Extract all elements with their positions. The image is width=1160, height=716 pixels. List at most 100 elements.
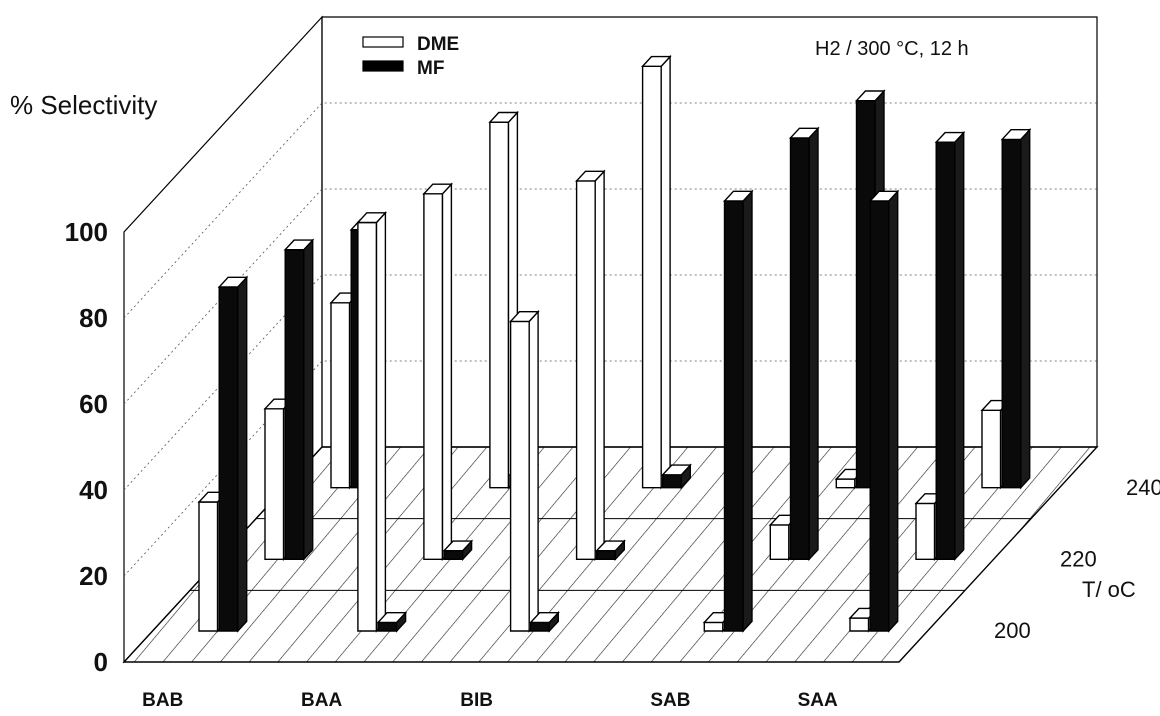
bar-mf-bib-220-front [596, 550, 616, 560]
bar-dme-bib-220-front [575, 180, 596, 560]
y-tick-label: 40 [79, 475, 108, 505]
legend-swatch-mf [362, 60, 404, 72]
bar-dme-bib-240-side [660, 54, 671, 490]
category-label: SAA [798, 690, 838, 711]
bar-mf-saa-220 [934, 130, 966, 562]
bar-mf-saa-240-side [1020, 127, 1031, 490]
bar-dme-baa-200-front [357, 221, 378, 632]
bar-mf-bib-240-front [662, 474, 682, 489]
bar-mf-sab-200-side [742, 189, 753, 633]
bar-mf-bib-220-top [595, 540, 626, 552]
bar-mf-sab-220-top [788, 127, 820, 139]
bar-dme-bib-240-front [641, 65, 662, 489]
bar-mf-bab-220 [283, 238, 315, 562]
bar-mf-baa-200-top [376, 612, 408, 624]
bar-mf-saa-220-front [935, 141, 956, 560]
bar-mf-saa-240 [1000, 127, 1032, 490]
bar-mf-saa-200-front [869, 200, 890, 632]
y-tick-label: 100 [65, 217, 108, 247]
bar-dme-bib-240 [641, 54, 672, 490]
temperature-tick-label: 200 [994, 618, 1031, 643]
bar-mf-bab-220-front [284, 248, 305, 560]
bar-mf-saa-200 [868, 189, 900, 633]
bar-mf-sab-200-top [722, 190, 754, 202]
bar-dme-baa-220-top [422, 183, 454, 195]
bar-mf-baa-220-front [443, 550, 464, 560]
condition-annotation: H2 / 300 °C, 12 h [815, 38, 969, 60]
bar-dme-bab-220-front [264, 408, 285, 560]
bar-mf-baa-200-front [377, 621, 398, 632]
temperature-tick-label: 240 [1126, 475, 1160, 500]
bar-mf-baa-220 [442, 539, 474, 562]
bar-dme-bib-200-top [509, 311, 540, 323]
bar-dme-bib-220-side [594, 169, 605, 562]
legend-label-mf: MF [417, 58, 444, 79]
bar-dme-bab-200-front [198, 501, 219, 632]
temperature-axis-label: T/ oC [1082, 577, 1136, 602]
bar-dme-bab-240-front [330, 302, 351, 489]
y-tick-label: 80 [79, 303, 108, 333]
bar-mf-bib-200-front [530, 621, 550, 632]
y-tick-label: 60 [79, 389, 108, 419]
bar-mf-bab-220-side [303, 238, 314, 562]
legend-label-dme: DME [417, 34, 459, 55]
bar-dme-baa-220-side [441, 182, 453, 562]
bar-mf-sab-200 [722, 189, 754, 633]
bar-mf-sab-220-front [789, 137, 810, 560]
bar-mf-saa-220-side [954, 130, 965, 562]
bar-dme-sab-200-front [703, 621, 724, 632]
bar-mf-saa-240-top [1000, 128, 1032, 141]
bar-dme-baa-220 [422, 182, 454, 562]
bar-mf-saa-200-top [868, 190, 900, 202]
bars-layer [197, 54, 1032, 633]
bar-mf-sab-240-top [854, 90, 886, 102]
bar-dme-saa-240-front [981, 409, 1002, 489]
temperature-tick-label: 220 [1060, 547, 1097, 572]
bar-mf-bab-200-top [217, 276, 249, 288]
bar-dme-baa-240-top [488, 111, 519, 123]
bar-dme-bib-220 [574, 169, 606, 562]
walls-layer [123, 15, 1098, 664]
category-label: BAB [142, 690, 183, 711]
bar-dme-bib-200-side [528, 309, 539, 633]
bar-dme-baa-200-side [375, 211, 387, 633]
y-axis-label: % Selectivity [10, 90, 157, 120]
bar-dme-bib-200-front [509, 320, 530, 632]
bar-dme-baa-200-top [356, 212, 387, 224]
bar-mf-bib-220 [595, 539, 626, 562]
bar-mf-bib-200-top [529, 612, 560, 624]
bar-mf-baa-220-top [442, 540, 474, 552]
y-tick-label: 0 [94, 647, 108, 677]
category-label: BAA [301, 690, 342, 711]
left-wall [123, 15, 323, 664]
bar-dme-baa-220-front [423, 193, 444, 560]
bar-mf-bab-220-top [283, 239, 315, 251]
bar-mf-bib-240-top [661, 464, 692, 476]
bar-dme-baa-200 [356, 211, 387, 633]
bar-mf-saa-220-top [934, 131, 966, 143]
bar-mf-sab-200-front [723, 200, 744, 632]
bar-mf-bib-240 [661, 463, 692, 490]
bar-mf-saa-240-front [1001, 138, 1022, 489]
bar-mf-bab-200 [217, 275, 249, 633]
y-tick-label: 20 [79, 561, 108, 591]
bar-mf-saa-200-side [888, 189, 899, 633]
bar-dme-sab-220-front [769, 524, 790, 560]
bar-dme-saa-200-front [849, 617, 870, 632]
bar-dme-bib-220-top [574, 170, 606, 182]
bar-mf-sab-220-side [808, 126, 819, 562]
bar-dme-bib-240-top [641, 55, 672, 68]
bar-mf-bib-200 [529, 610, 560, 633]
category-label: BIB [460, 690, 493, 711]
bar-mf-bab-200-front [218, 286, 239, 632]
bar-mf-sab-220 [788, 126, 820, 562]
legend: DME MF [362, 34, 459, 79]
bar-dme-sab-240-front [835, 478, 856, 489]
bar-dme-saa-220-front [915, 502, 936, 560]
legend-swatch-dme [362, 36, 404, 48]
category-label: SAB [650, 690, 690, 711]
bar-dme-bib-200 [509, 309, 540, 633]
bar-mf-bab-200-side [237, 275, 248, 633]
